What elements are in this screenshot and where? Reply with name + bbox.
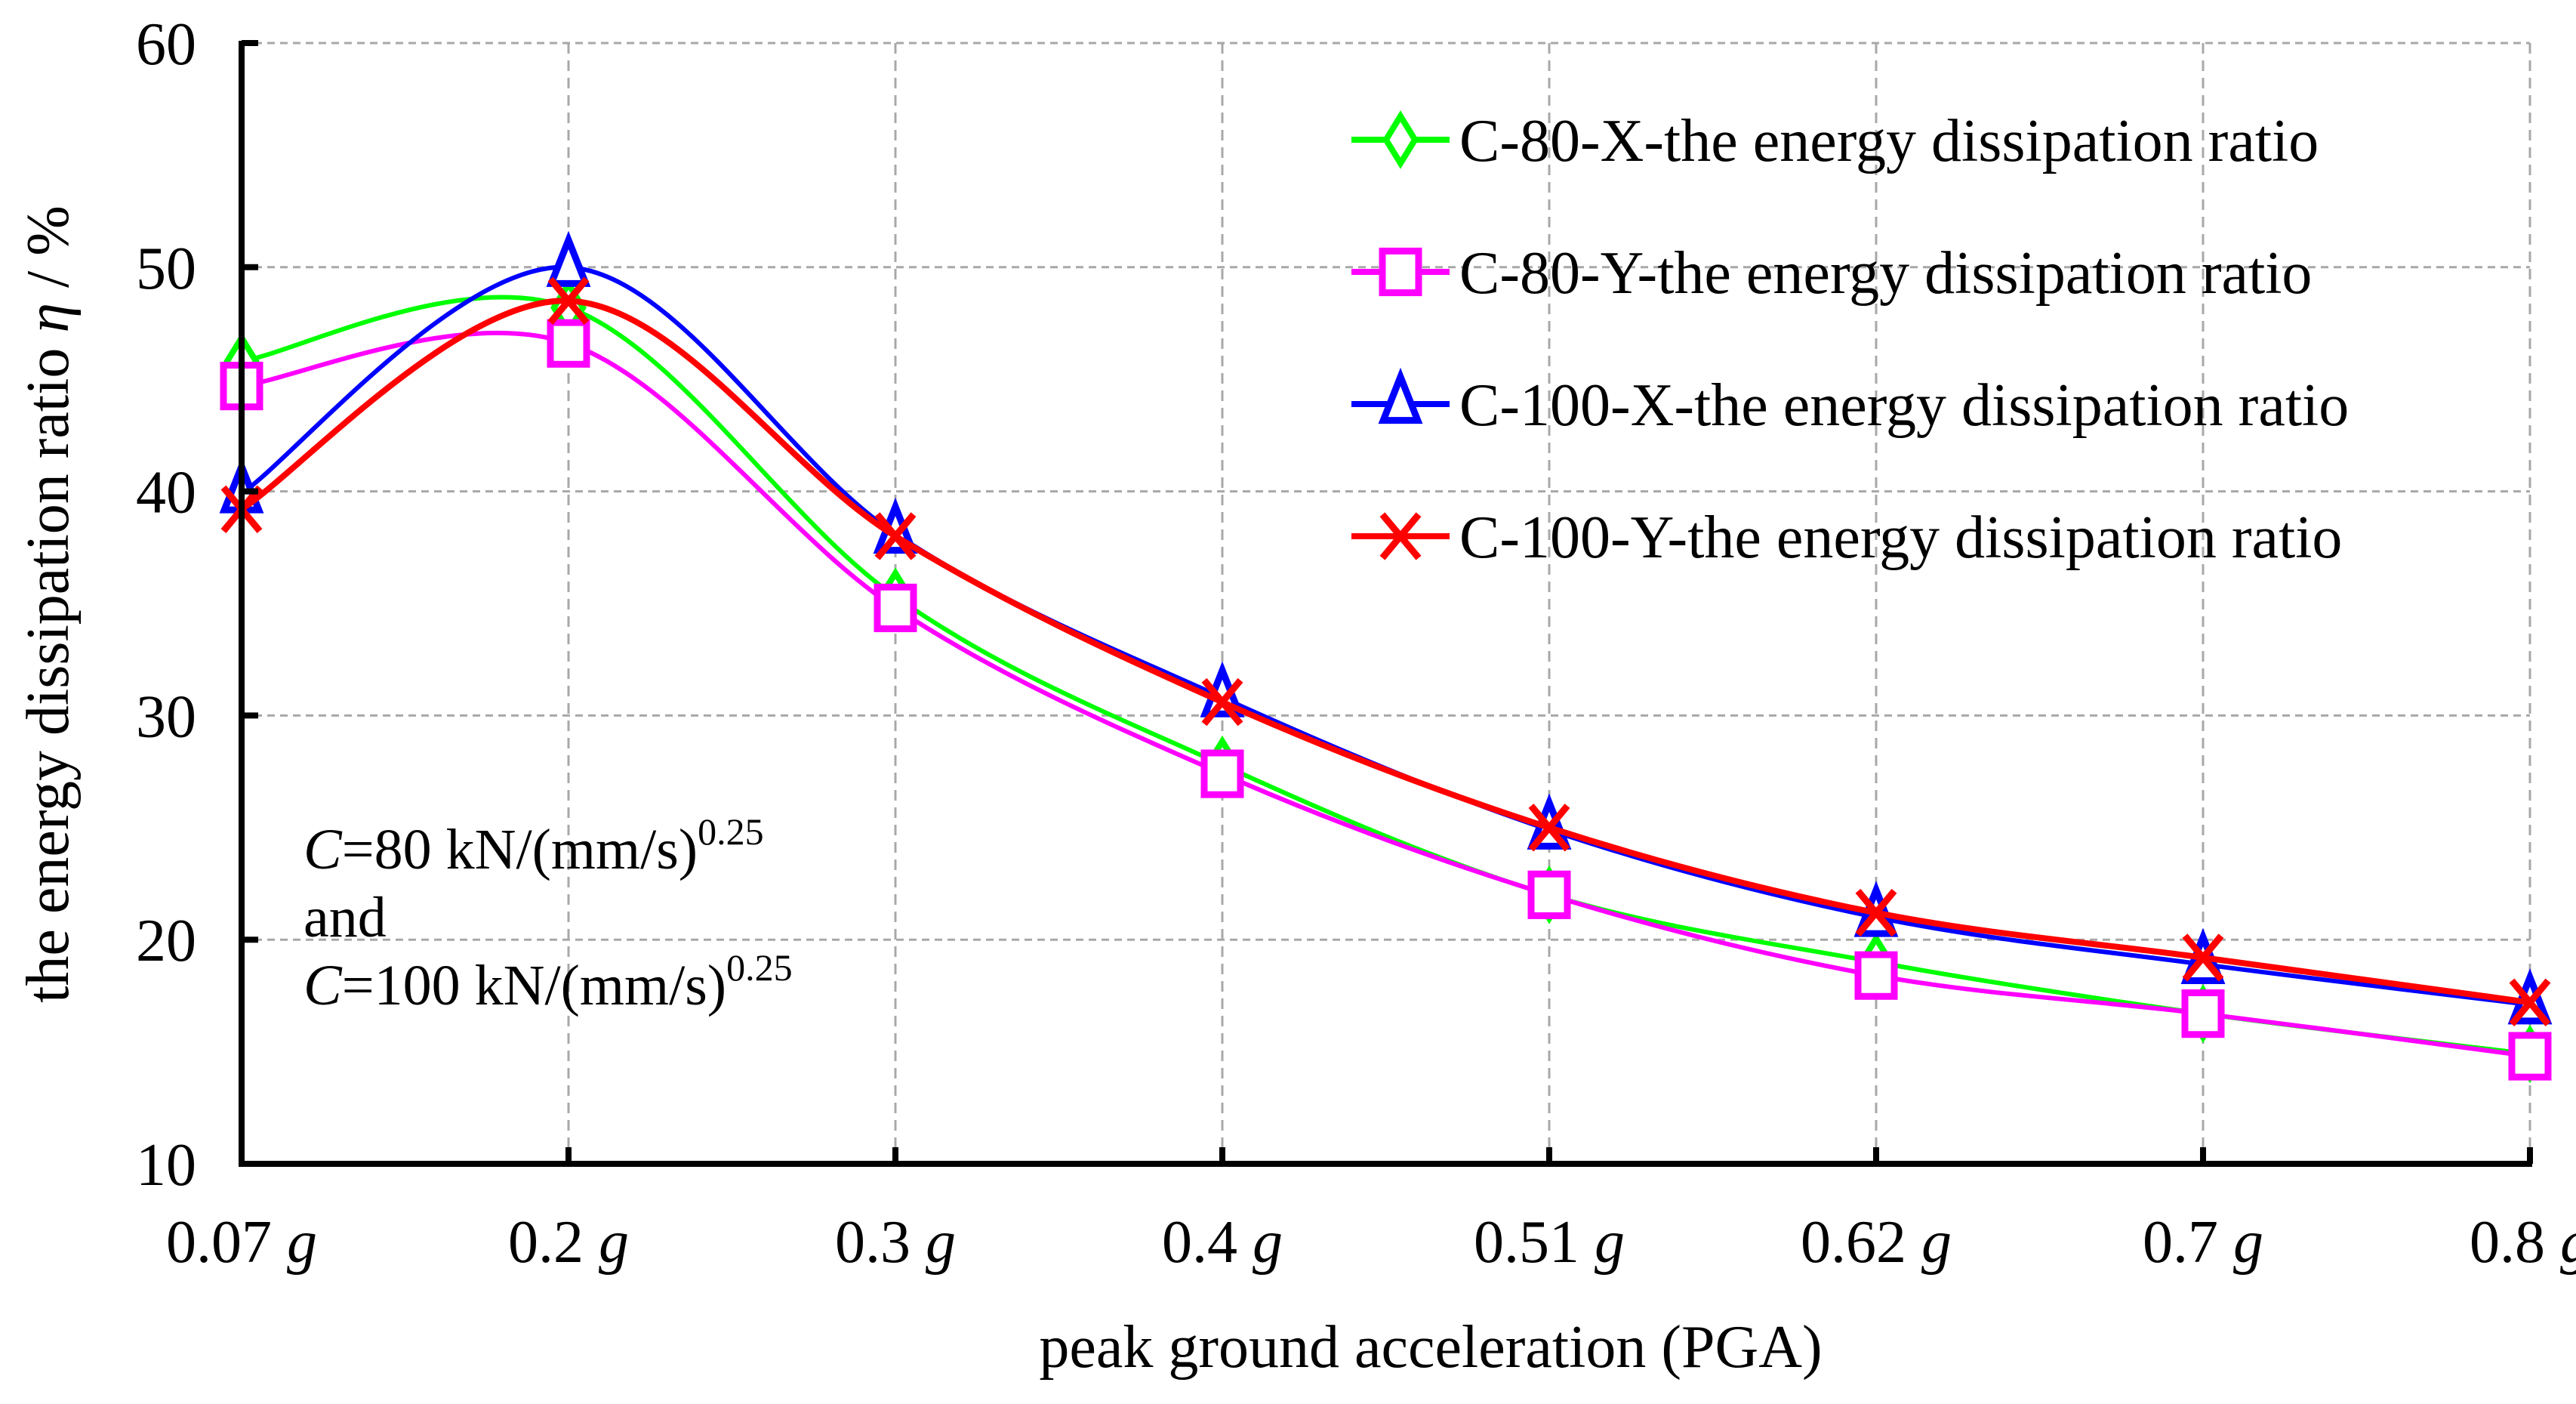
y-tick-label: 10 (136, 1132, 196, 1199)
annotation-and: and (304, 886, 387, 949)
x-stroke (1201, 677, 1243, 727)
data-point-x (2182, 933, 2224, 982)
x-tick-label: 0.62 g (1801, 1209, 1952, 1276)
axes (239, 40, 2533, 1167)
data-point-square (874, 583, 917, 633)
y-tick-label: 40 (136, 460, 196, 526)
legend-label: C-80-Y-the energy dissipation ratio (1459, 240, 2312, 307)
data-point-x (1201, 677, 1243, 727)
series-line (239, 298, 2531, 1006)
data-point-triangle (546, 230, 591, 287)
x-tick-label: 0.2 g (508, 1209, 629, 1276)
data-point-square (2508, 1032, 2552, 1081)
annotation-c100: C=100 kN/(mm/s)0.25 (304, 946, 793, 1017)
data-point-square (1854, 951, 1898, 1000)
data-point-square (2181, 989, 2225, 1038)
legend-label: C-100-Y-the energy dissipation ratio (1459, 505, 2342, 571)
x-stroke (2182, 933, 2224, 982)
x-tick-label: 0.7 g (2143, 1209, 2263, 1276)
x-stroke (874, 512, 917, 560)
y-tick-label: 30 (136, 683, 196, 750)
legend-item: C-80-X-the energy dissipation ratio (1351, 108, 2319, 174)
legend-label: C-100-X-the energy dissipation ratio (1459, 372, 2349, 439)
legend-marker-square-icon (1379, 247, 1422, 297)
legend-item: C-80-Y-the energy dissipation ratio (1351, 240, 2312, 307)
x-tick-label: 0.3 g (835, 1209, 956, 1276)
x-tick-label: 0.51 g (1474, 1209, 1625, 1276)
x-stroke (547, 276, 590, 326)
series-line (241, 330, 2531, 1059)
series-layer (219, 230, 2553, 1084)
x-stroke (1528, 804, 1570, 852)
x-tick-label: 0.07 g (166, 1209, 317, 1276)
x-stroke (1379, 512, 1422, 560)
data-point-square (1527, 870, 1571, 919)
data-point-x (874, 512, 917, 560)
data-point-x (2509, 978, 2551, 1026)
legend: C-80-X-the energy dissipation ratio C-80-… (1351, 108, 2349, 571)
data-point-x (1528, 804, 1570, 852)
annotation-c80: C=80 kN/(mm/s)0.25 (304, 810, 764, 881)
x-stroke (1855, 888, 1897, 937)
x-axis-title: peak ground acceleration (PGA) (1039, 1314, 1822, 1381)
x-stroke (2509, 978, 2551, 1026)
data-point-square (1200, 749, 1244, 798)
x-tick-label: 0.8 g (2470, 1209, 2576, 1276)
y-tick-label: 50 (136, 236, 196, 302)
legend-marker-diamond-icon (1382, 110, 1419, 169)
x-tick-label: 0.4 g (1162, 1209, 1283, 1276)
legend-marker-x-icon (1379, 512, 1422, 560)
legend-label: C-80-X-the energy dissipation ratio (1459, 108, 2319, 174)
y-axis-title: the energy dissipation ratio η / % (15, 205, 82, 1003)
data-point-x (547, 276, 590, 326)
data-point-square (547, 319, 590, 368)
legend-item: C-100-Y-the energy dissipation ratio (1351, 505, 2342, 571)
y-tick-label: 20 (136, 908, 196, 974)
y-tick-label: 60 (136, 11, 196, 78)
legend-marker-triangle-icon (1378, 367, 1423, 424)
tick-labels: 10 20 30 40 50 60 0.07 g 0.2 g 0.3 g 0.4 g 0.51 g 0… (136, 11, 2576, 1276)
data-point-x (1855, 888, 1897, 937)
legend-item: C-100-X-the energy dissipation ratio (1351, 367, 2349, 439)
